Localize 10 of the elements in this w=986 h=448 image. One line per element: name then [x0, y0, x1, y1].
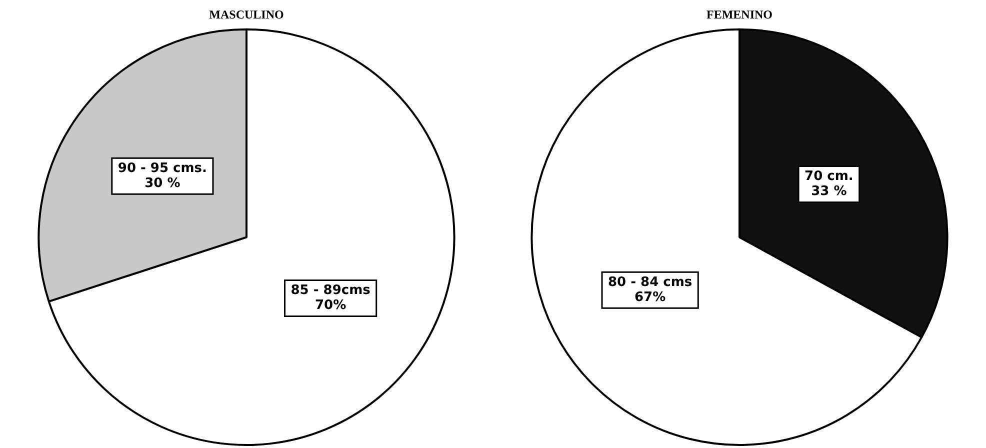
- data-label: 33 %: [811, 184, 847, 200]
- chart-title: FEMENINO: [706, 7, 772, 22]
- slice-label: 85 - 89cms: [290, 283, 371, 298]
- chart-title: MASCULINO: [209, 7, 284, 22]
- data-label: 70%: [314, 298, 346, 314]
- data-label: 67%: [634, 290, 666, 305]
- data-label: 30 %: [144, 176, 180, 192]
- slice-label: 70 cm.: [804, 169, 854, 184]
- slice-label: 90 - 95 cms.: [118, 161, 207, 176]
- slice-label: 80 - 84 cms: [608, 274, 692, 290]
